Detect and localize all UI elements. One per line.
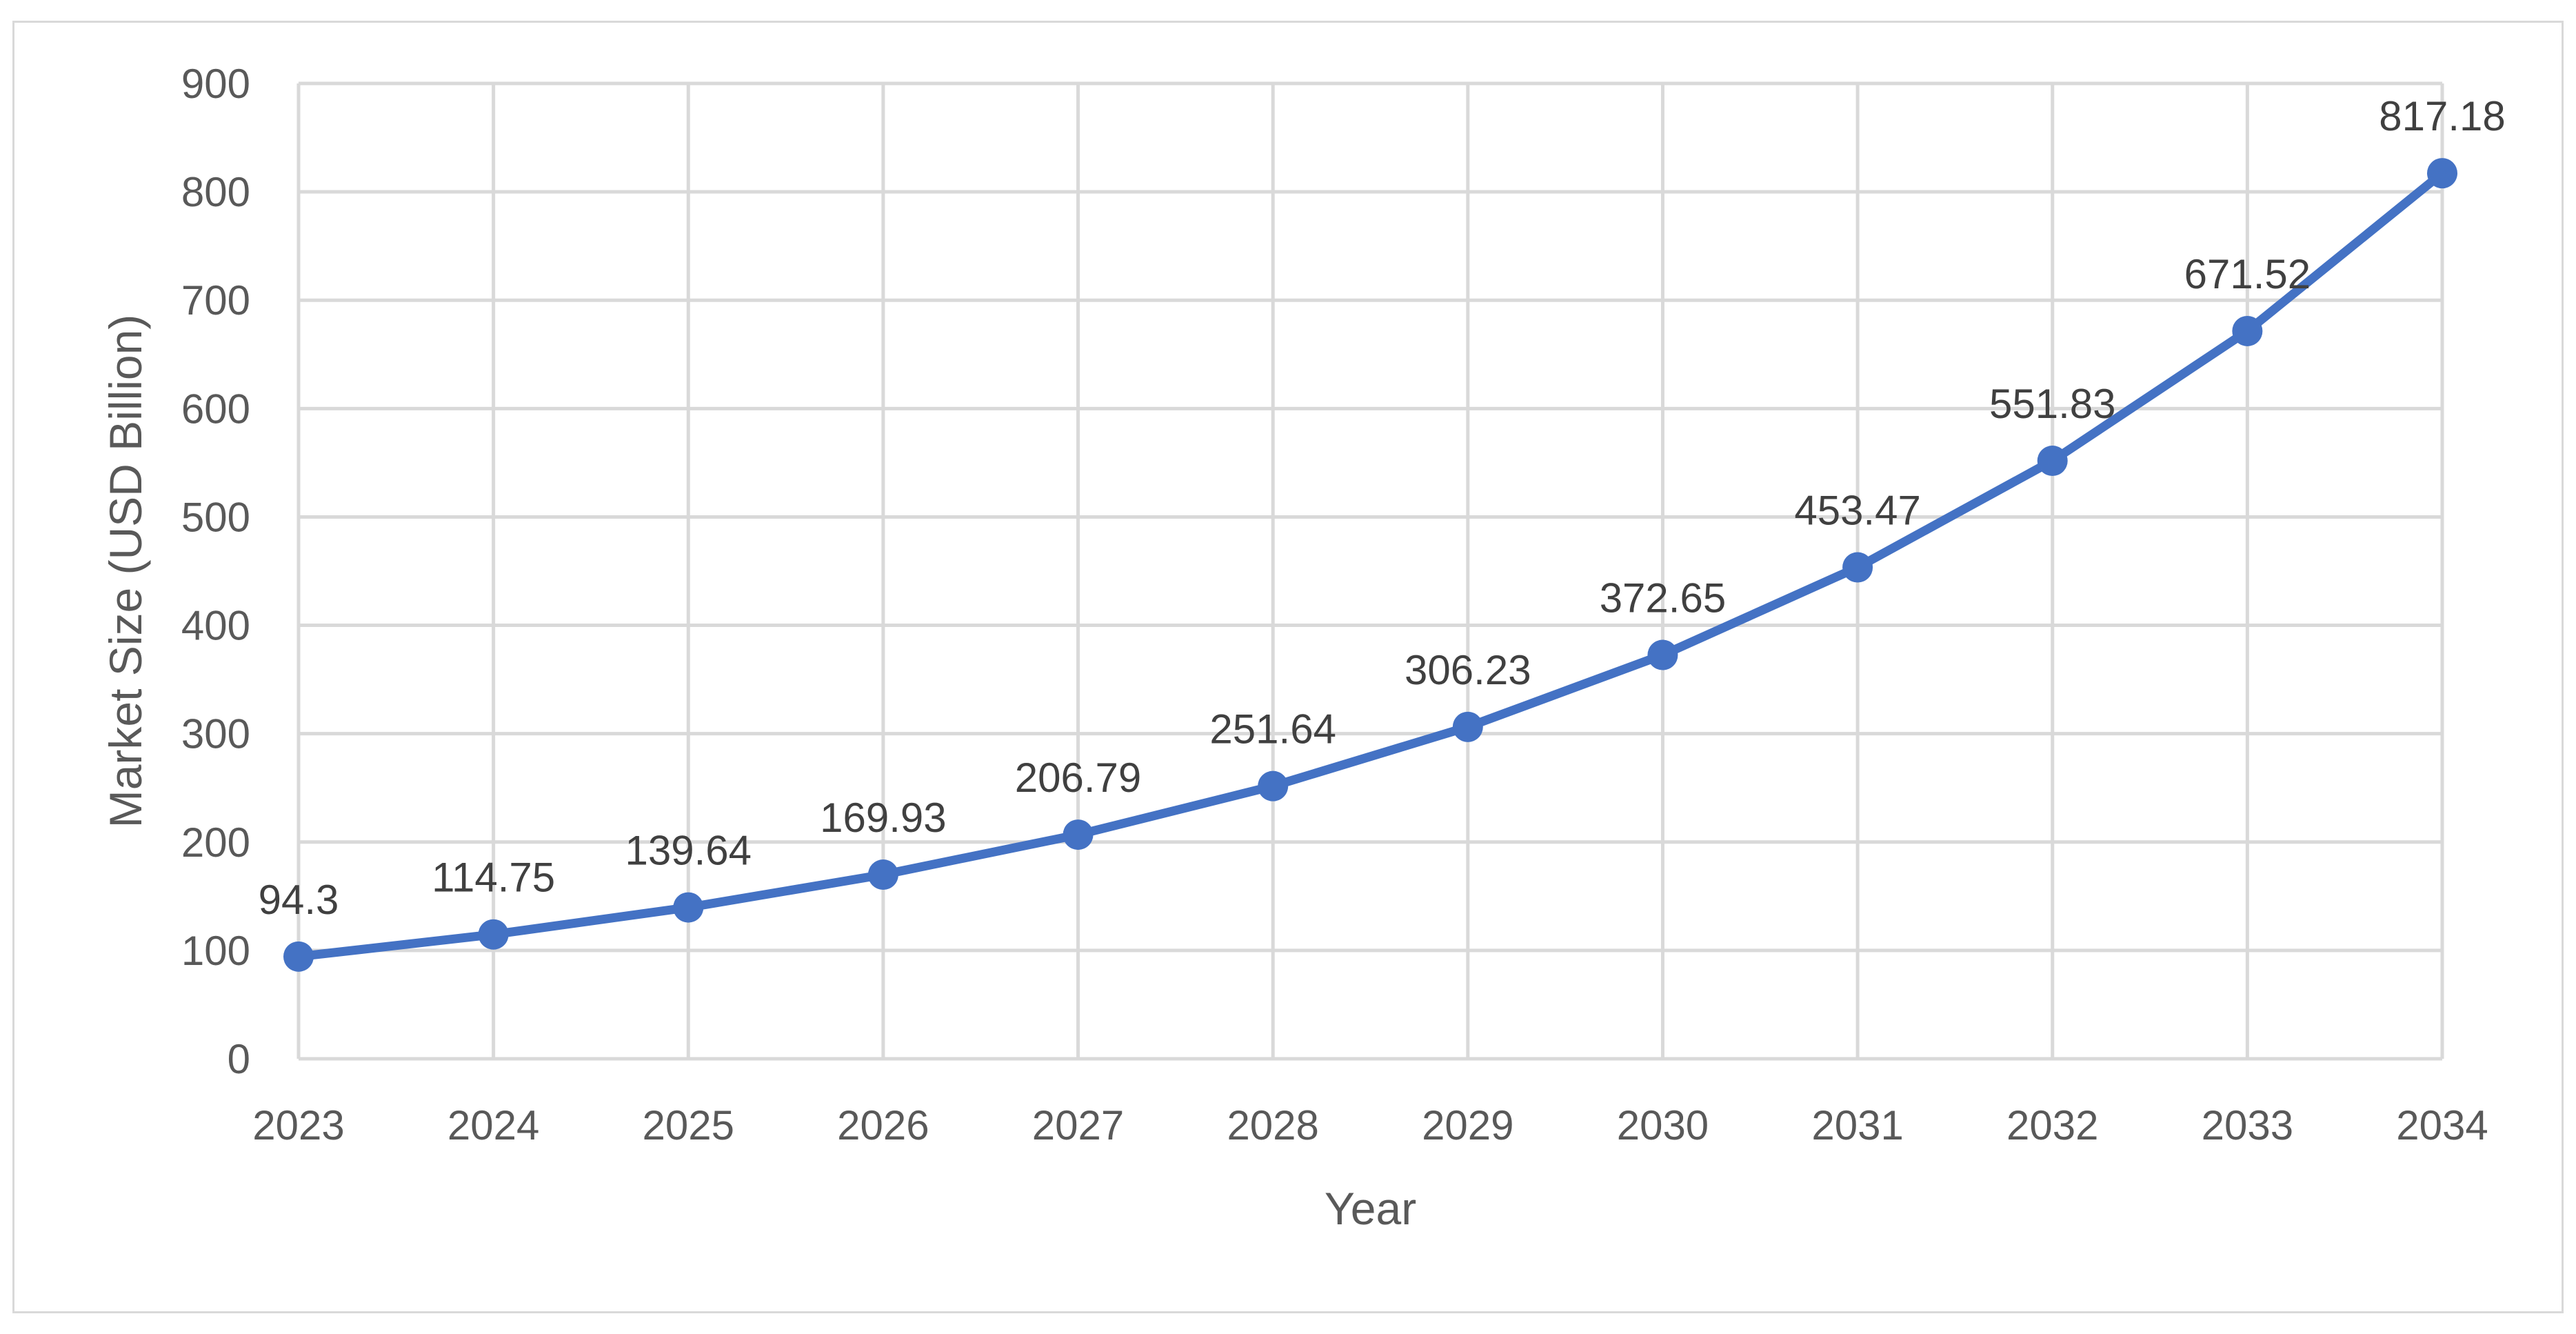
y-tick-label: 800 [181,169,250,215]
data-point-marker [1258,770,1289,802]
data-point-marker [2037,446,2068,477]
series-group [283,158,2457,972]
data-point-marker [2232,315,2263,346]
data-label: 306.23 [1405,647,1531,693]
y-axis-ticks: 0 100 200 300 400 500 600 700 800 900 [181,61,250,1082]
data-label: 139.64 [625,828,752,874]
x-tick-label: 2023 [252,1102,344,1148]
x-tick-label: 2033 [2202,1102,2293,1148]
y-tick-label: 600 [181,386,250,432]
data-point-marker [2427,158,2457,189]
data-point-marker [673,892,704,923]
data-point-marker [867,859,898,890]
data-labels: 94.3 114.75 139.64 169.93 206.79 251.64 306.23… [259,93,2506,923]
y-tick-label: 100 [181,928,250,974]
data-label: 251.64 [1209,706,1336,753]
data-point-marker [1452,711,1483,742]
x-tick-label: 2026 [837,1102,929,1148]
x-tick-label: 2025 [643,1102,734,1148]
x-axis-ticks: 2023 2024 2025 2026 2027 2028 2029 2030 2031 2032… [252,1102,2488,1148]
x-tick-label: 2027 [1032,1102,1124,1148]
data-point-marker [1063,819,1094,850]
data-label: 551.83 [1989,381,2116,427]
data-label: 372.65 [1600,575,1727,621]
x-tick-label: 2028 [1227,1102,1318,1148]
x-tick-label: 2034 [2396,1102,2488,1148]
series-line [294,168,2447,962]
data-label: 206.79 [1015,755,1142,801]
data-label: 453.47 [1794,488,1921,534]
data-label: 817.18 [2379,93,2506,139]
data-label: 169.93 [820,795,947,841]
x-tick-label: 2030 [1617,1102,1709,1148]
y-tick-label: 200 [181,819,250,866]
data-point-marker [1647,639,1678,670]
y-tick-label: 900 [181,61,250,107]
y-tick-label: 500 [181,494,250,540]
data-label: 114.75 [432,855,555,901]
x-tick-label: 2029 [1422,1102,1513,1148]
x-axis-title: Year [1325,1183,1416,1234]
y-tick-label: 700 [181,277,250,323]
x-tick-label: 2032 [2006,1102,2098,1148]
y-axis-title: Market Size (USD Billion) [100,315,151,828]
x-tick-label: 2024 [447,1102,539,1148]
x-tick-label: 2031 [1811,1102,1903,1148]
data-label: 94.3 [259,877,339,923]
y-tick-label: 400 [181,603,250,649]
data-point-marker [478,919,509,950]
y-tick-label: 300 [181,711,250,757]
y-tick-label: 0 [228,1036,250,1082]
chart-frame [12,21,2564,1313]
data-label: 671.52 [2184,251,2311,297]
data-point-marker [1842,552,1873,583]
data-point-marker [283,941,314,972]
